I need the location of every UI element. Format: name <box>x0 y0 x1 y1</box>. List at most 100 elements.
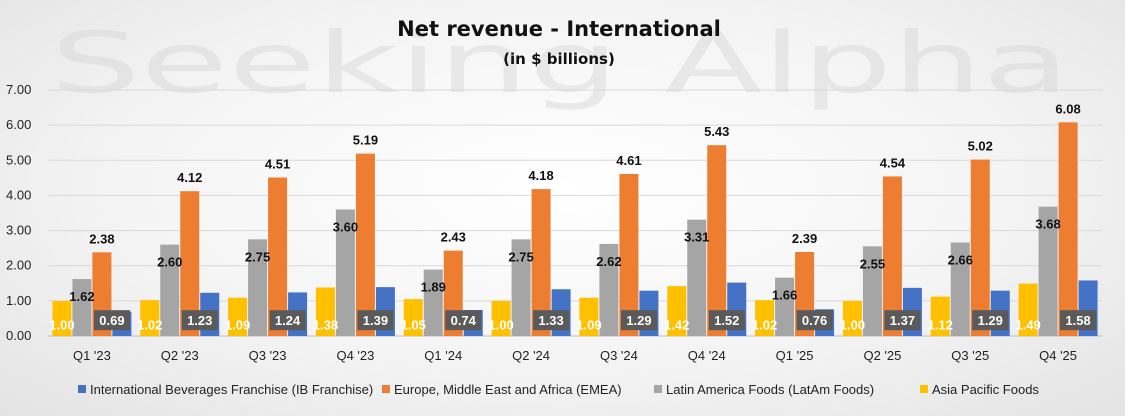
y-tick-label: 0.00 <box>6 328 31 343</box>
data-label-europe-middle-east-and-africa-emea: 2.38 <box>89 231 114 246</box>
legend: International Beverages Franchise (IB Fr… <box>78 382 1039 397</box>
x-category-label: Q3 '25 <box>951 348 989 363</box>
legend-label: International Beverages Franchise (IB Fr… <box>90 382 373 397</box>
y-tick-label: 2.00 <box>6 258 31 273</box>
data-label-latin-america-foods-latam-foods: 2.60 <box>157 255 182 270</box>
bar-asia-pacific-foods <box>228 297 248 336</box>
data-label-box-international-beverages-franchise-ib-franchise <box>93 310 130 331</box>
data-label-box-international-beverages-franchise-ib-franchise <box>708 310 745 331</box>
data-label-europe-middle-east-and-africa-emea: 6.08 <box>1055 101 1080 116</box>
data-label-europe-middle-east-and-africa-emea: 5.43 <box>704 124 729 139</box>
data-label-asia-pacific-foods: 1.49 <box>1015 317 1040 332</box>
data-label-latin-america-foods-latam-foods: 3.31 <box>684 230 709 245</box>
data-label-box-international-beverages-franchise-ib-franchise <box>357 310 394 331</box>
data-label-europe-middle-east-and-africa-emea: 2.43 <box>441 230 466 245</box>
bar-latin-america-foods-latam-foods <box>950 242 970 336</box>
x-category-label: Q2 '24 <box>512 348 550 363</box>
data-label-international-beverages-franchise-ib-franchise: 1.29 <box>626 313 651 328</box>
x-category-label: Q3 '24 <box>600 348 638 363</box>
data-label-europe-middle-east-and-africa-emea: 2.39 <box>792 231 817 246</box>
data-label-europe-middle-east-and-africa-emea: 4.18 <box>528 168 553 183</box>
bar-latin-america-foods-latam-foods <box>423 269 443 336</box>
bar-latin-america-foods-latam-foods <box>1038 206 1058 336</box>
y-tick-label: 7.00 <box>6 82 31 97</box>
data-labels: 1.00 1.62 2.38 0.69 1.02 2.60 4.12 1.23 1.09 2.75… <box>49 101 1097 332</box>
data-label-asia-pacific-foods: 1.00 <box>840 317 865 332</box>
gridlines <box>48 89 1102 337</box>
bar-latin-america-foods-latam-foods <box>599 243 619 336</box>
legend-swatch <box>382 385 390 393</box>
data-label-latin-america-foods-latam-foods: 3.60 <box>333 219 358 234</box>
bar-latin-america-foods-latam-foods <box>511 239 531 336</box>
y-axis-ticks: 0.00 1.00 2.00 3.00 4.00 5.00 6.00 7.00 <box>6 82 31 343</box>
data-label-europe-middle-east-and-africa-emea: 4.54 <box>880 155 906 170</box>
watermark: Seeking Alpha <box>50 14 1070 112</box>
bar-europe-middle-east-and-africa-emea <box>531 189 551 336</box>
data-label-asia-pacific-foods: 1.02 <box>752 317 777 332</box>
data-label-international-beverages-franchise-ib-franchise: 1.39 <box>363 313 388 328</box>
data-label-asia-pacific-foods: 1.42 <box>664 317 689 332</box>
data-label-box-international-beverages-franchise-ib-franchise <box>620 310 657 331</box>
legend-swatch <box>78 385 86 393</box>
data-label-europe-middle-east-and-africa-emea: 4.51 <box>265 157 290 172</box>
bar-latin-america-foods-latam-foods <box>160 244 180 336</box>
data-label-box-international-beverages-franchise-ib-franchise <box>445 310 482 331</box>
data-label-asia-pacific-foods: 1.12 <box>928 317 953 332</box>
data-label-box-international-beverages-franchise-ib-franchise <box>269 310 306 331</box>
data-label-latin-america-foods-latam-foods: 1.66 <box>772 288 797 303</box>
bar-asia-pacific-foods <box>403 299 423 336</box>
data-label-international-beverages-franchise-ib-franchise: 1.29 <box>978 313 1003 328</box>
data-label-latin-america-foods-latam-foods: 1.89 <box>421 280 446 295</box>
bar-europe-middle-east-and-africa-emea <box>619 173 639 336</box>
data-label-europe-middle-east-and-africa-emea: 4.12 <box>177 170 202 185</box>
data-label-box-international-beverages-franchise-ib-franchise <box>1060 310 1097 331</box>
bar-asia-pacific-foods <box>755 300 775 336</box>
bar-asia-pacific-foods <box>1018 283 1038 336</box>
x-category-label: Q3 '23 <box>249 348 287 363</box>
data-label-international-beverages-franchise-ib-franchise: 0.69 <box>99 313 124 328</box>
bar-asia-pacific-foods <box>315 287 335 336</box>
data-label-latin-america-foods-latam-foods: 3.68 <box>1035 217 1060 232</box>
chart-title: Net revenue - International <box>397 17 721 41</box>
bars <box>52 122 1098 337</box>
data-label-international-beverages-franchise-ib-franchise: 1.37 <box>890 313 915 328</box>
data-label-box-international-beverages-franchise-ib-franchise <box>884 310 921 331</box>
legend-label: Latin America Foods (LatAm Foods) <box>666 382 874 397</box>
data-label-box-international-beverages-franchise-ib-franchise <box>796 310 833 331</box>
x-category-label: Q2 '23 <box>161 348 199 363</box>
data-label-international-beverages-franchise-ib-franchise: 1.52 <box>714 313 739 328</box>
legend-swatch <box>654 385 662 393</box>
bar-europe-middle-east-and-africa-emea <box>707 145 727 336</box>
data-label-asia-pacific-foods: 1.09 <box>225 317 250 332</box>
x-category-label: Q1 '25 <box>776 348 814 363</box>
data-label-international-beverages-franchise-ib-franchise: 0.76 <box>802 313 827 328</box>
y-tick-label: 3.00 <box>6 223 31 238</box>
data-label-europe-middle-east-and-africa-emea: 5.02 <box>968 139 993 154</box>
data-label-international-beverages-franchise-ib-franchise: 0.74 <box>451 313 477 328</box>
bar-latin-america-foods-latam-foods <box>862 246 882 336</box>
bar-asia-pacific-foods <box>579 297 599 336</box>
bar-asia-pacific-foods <box>667 286 687 336</box>
y-tick-label: 1.00 <box>6 293 31 308</box>
data-label-latin-america-foods-latam-foods: 2.62 <box>596 254 621 269</box>
data-label-asia-pacific-foods: 1.38 <box>313 317 338 332</box>
data-label-box-international-beverages-franchise-ib-franchise <box>181 310 218 331</box>
data-label-latin-america-foods-latam-foods: 1.62 <box>69 289 94 304</box>
data-label-latin-america-foods-latam-foods: 2.75 <box>245 249 270 264</box>
bar-europe-middle-east-and-africa-emea <box>355 153 375 336</box>
x-category-label: Q1 '24 <box>424 348 462 363</box>
chart-subtitle: (in $ billions) <box>503 50 615 68</box>
data-label-box-international-beverages-franchise-ib-franchise <box>972 310 1009 331</box>
bar-europe-middle-east-and-africa-emea <box>882 176 902 336</box>
data-label-asia-pacific-foods: 1.00 <box>49 317 74 332</box>
data-label-latin-america-foods-latam-foods: 2.66 <box>948 253 973 268</box>
bar-europe-middle-east-and-africa-emea <box>1058 122 1078 337</box>
y-tick-label: 5.00 <box>6 152 31 167</box>
bar-latin-america-foods-latam-foods <box>775 277 795 336</box>
bar-asia-pacific-foods <box>842 300 862 336</box>
data-label-asia-pacific-foods: 1.09 <box>576 317 601 332</box>
bar-latin-america-foods-latam-foods <box>72 279 92 336</box>
bar-europe-middle-east-and-africa-emea <box>970 159 990 336</box>
data-label-international-beverages-franchise-ib-franchise: 1.58 <box>1065 313 1090 328</box>
